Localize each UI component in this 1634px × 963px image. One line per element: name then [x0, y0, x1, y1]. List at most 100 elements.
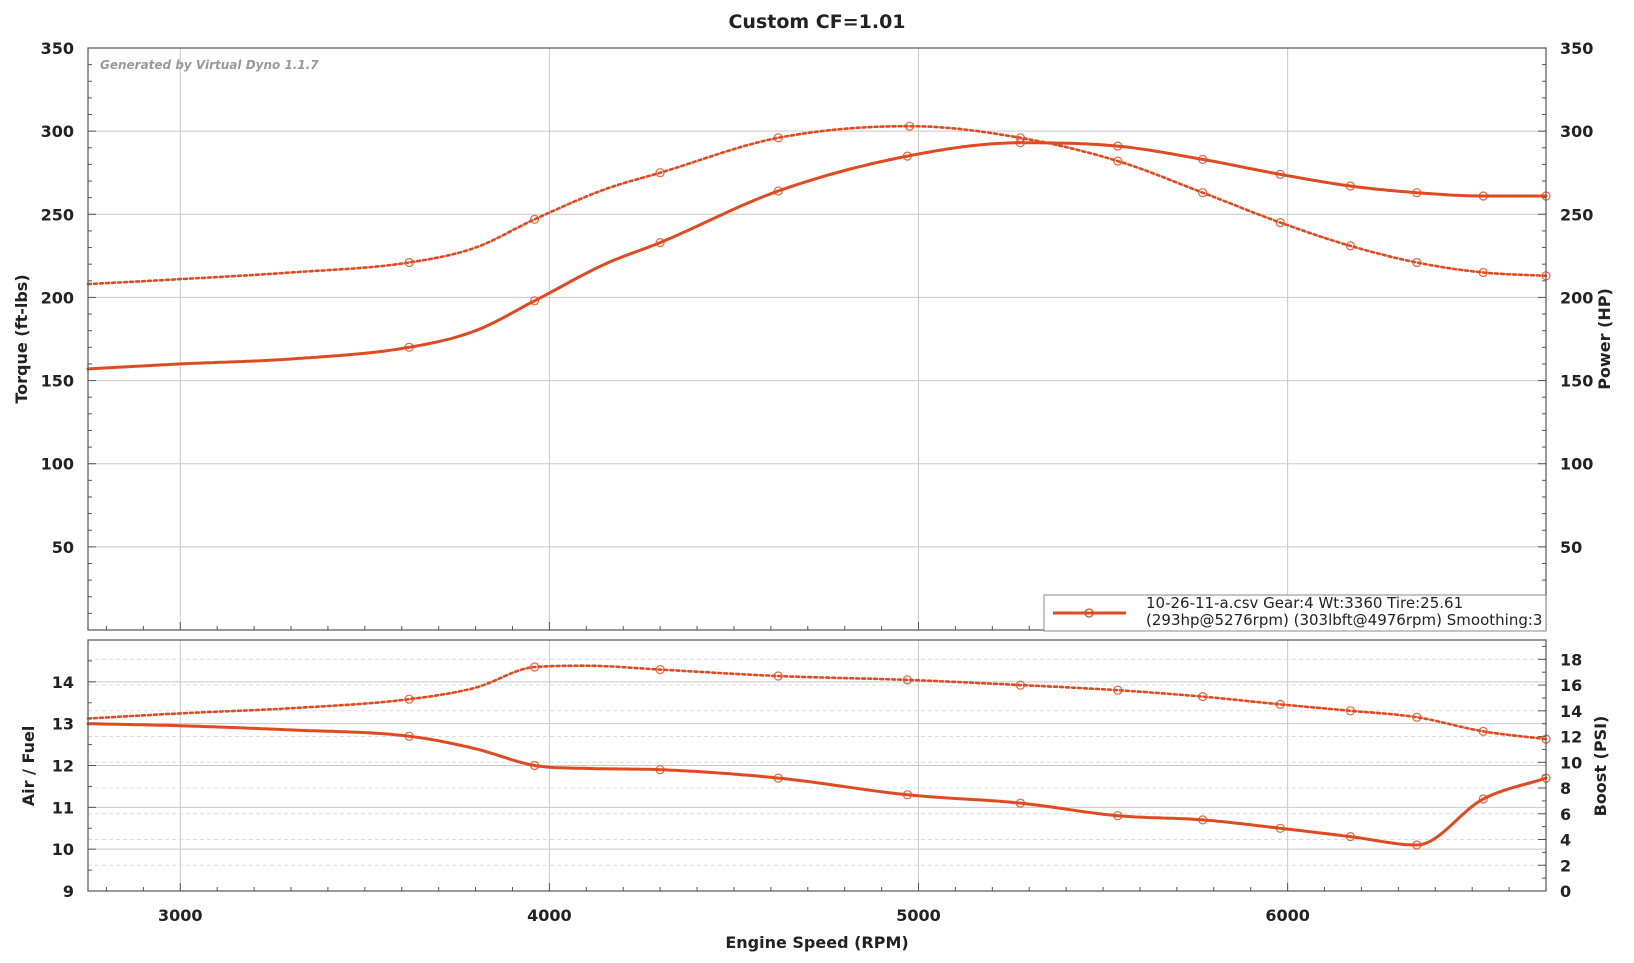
air-fuel-point	[1198, 815, 1208, 825]
top-tick-labels: 50 100 150 200 250 300 350 50 100 150 200 250 300 350	[41, 39, 1594, 557]
y2-tick-label: 4	[1560, 831, 1571, 850]
y2-tick-label: 350	[1560, 39, 1593, 58]
bottom-tick-labels: 9 10 11 12 13 14 0 2 4 6 8 10 12 14 16 18	[52, 650, 1583, 901]
torque-point	[655, 168, 665, 178]
torque-axis-label: Torque (ft-lbs)	[12, 274, 31, 403]
legend: 10-26-11-a.csv Gear:4 Wt:3360 Tire:25.61…	[1043, 594, 1547, 632]
y2-tick-label: 300	[1560, 122, 1593, 141]
power-point	[1198, 154, 1208, 164]
top-panel: 50 100 150 200 250 300 350 50 100 150 200 250 300 350…	[12, 39, 1614, 632]
bottom-frame	[87, 639, 1547, 892]
torque-point	[1275, 218, 1285, 228]
top-minor-ticks	[88, 47, 1547, 631]
air-fuel-point	[902, 790, 913, 800]
y2-tick-label: 12	[1560, 728, 1582, 747]
y2-tick-label: 200	[1560, 288, 1593, 307]
y2-tick-label: 10	[1560, 753, 1582, 772]
power-point	[1015, 138, 1026, 148]
top-series	[86, 121, 1551, 371]
air-fuel-line	[86, 722, 1548, 847]
torque-point	[1345, 241, 1356, 251]
boost-point	[1412, 712, 1422, 722]
y2-tick-label: 50	[1560, 538, 1582, 557]
y2-tick-label: 14	[1560, 702, 1582, 721]
boost-point	[773, 671, 783, 681]
power-point	[773, 186, 783, 196]
boost-point	[1478, 726, 1488, 737]
torque-point	[1412, 257, 1422, 268]
legend-line-2: (293hp@5276rpm) (303lbft@4976rpm) Smooth…	[1146, 611, 1542, 629]
torque-point	[773, 133, 783, 143]
y2-tick-label: 250	[1560, 205, 1593, 224]
air-fuel-point	[1478, 794, 1488, 804]
x-tick-label: 3000	[158, 906, 203, 925]
boost-point	[1345, 706, 1356, 716]
y-tick-label: 150	[41, 372, 74, 391]
air-fuel-point	[773, 773, 783, 783]
torque-point	[1478, 267, 1488, 278]
air-fuel-point	[404, 731, 414, 741]
power-point	[404, 342, 414, 352]
torque-point	[529, 214, 540, 224]
x-tick-label: 5000	[896, 906, 941, 925]
y-tick-label: 200	[41, 288, 74, 307]
y-tick-label: 13	[52, 715, 74, 734]
power-axis-label: Power (HP)	[1595, 288, 1614, 390]
watermark: Generated by Virtual Dyno 1.1.7	[100, 58, 319, 72]
torque-point	[1113, 156, 1123, 166]
torque-line	[86, 124, 1548, 286]
y2-tick-label: 6	[1560, 805, 1571, 824]
torque-point	[904, 121, 915, 131]
y-tick-label: 12	[52, 757, 74, 776]
legend-swatch-marker	[1084, 608, 1094, 618]
y-tick-label: 14	[52, 673, 74, 692]
air-fuel-axis-label: Air / Fuel	[19, 726, 38, 807]
power-point	[1113, 141, 1123, 151]
y-tick-label: 50	[52, 538, 74, 557]
air-fuel-point	[1412, 840, 1422, 850]
power-point	[1275, 169, 1285, 179]
chart-title: Custom CF=1.01	[728, 11, 905, 33]
y2-tick-label: 100	[1560, 455, 1593, 474]
y-tick-label: 11	[52, 798, 74, 817]
y2-tick-label: 0	[1560, 882, 1571, 901]
boost-point	[902, 675, 913, 685]
top-grid	[88, 47, 1546, 630]
y2-tick-label: 18	[1560, 650, 1582, 669]
power-point	[1478, 191, 1488, 201]
boost-point	[1015, 680, 1026, 690]
y-tick-label: 100	[41, 455, 74, 474]
bottom-series	[86, 662, 1551, 850]
x-tick-label: 6000	[1265, 906, 1310, 925]
legend-box	[1043, 594, 1547, 632]
air-fuel-point	[1275, 823, 1285, 833]
air-fuel-point	[529, 760, 540, 771]
power-point	[902, 151, 913, 161]
bottom-panel: 9 10 11 12 13 14 0 2 4 6 8 10 12 14 16 18 Air / Fuel Bo…	[19, 639, 1610, 901]
boost-point	[529, 662, 540, 672]
boost-point	[404, 694, 414, 704]
boost-point	[1113, 685, 1123, 695]
torque-point	[1198, 188, 1208, 198]
boost-line	[86, 664, 1548, 741]
bottom-grid	[88, 640, 1546, 892]
y2-tick-label: 2	[1560, 856, 1571, 875]
y-tick-label: 250	[41, 205, 74, 224]
y2-tick-label: 150	[1560, 372, 1593, 391]
air-fuel-point	[655, 765, 665, 775]
power-line	[86, 141, 1548, 371]
torque-point	[404, 257, 414, 268]
engine-speed-axis-label: Engine Speed (RPM)	[725, 933, 908, 952]
boost-point	[655, 664, 665, 675]
boost-point	[1198, 691, 1208, 702]
air-fuel-point	[1015, 798, 1026, 808]
y-tick-label: 350	[41, 39, 74, 58]
boost-point	[1275, 699, 1285, 710]
air-fuel-point	[1345, 831, 1356, 842]
boost-axis-label: Boost (PSI)	[1591, 716, 1610, 817]
y2-tick-label: 8	[1560, 779, 1571, 798]
x-tick-label: 4000	[527, 906, 572, 925]
y-tick-label: 10	[52, 840, 74, 859]
power-point	[529, 296, 540, 306]
